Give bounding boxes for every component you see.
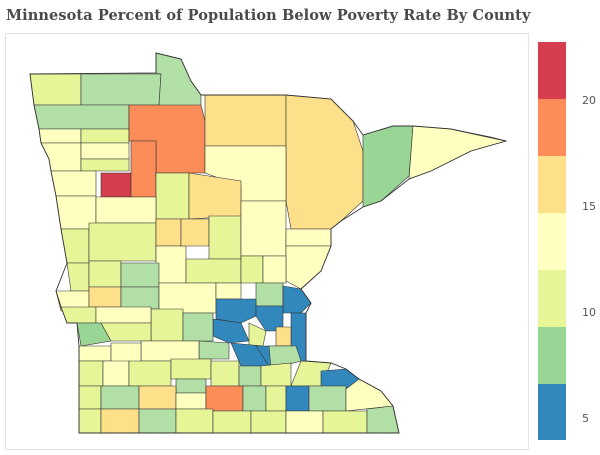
county-cass[interactable] [155, 172, 190, 220]
county-blue-earth[interactable] [205, 385, 244, 412]
county-crow-wing-north[interactable] [188, 172, 242, 220]
county-clearwater[interactable] [80, 158, 130, 172]
county-polk-east[interactable] [80, 142, 130, 160]
county-red-lake[interactable] [80, 128, 130, 144]
color-scale-legend [538, 42, 566, 441]
legend-step [538, 98, 566, 157]
legend-tick-label: 10 [582, 305, 596, 319]
map-title: Minnesota Percent of Population Below Po… [6, 7, 531, 24]
county-cook[interactable] [408, 125, 508, 180]
county-freeborn-west[interactable] [212, 410, 252, 434]
county-murray[interactable] [102, 360, 130, 387]
state-outline [29, 52, 507, 434]
county-sherburne[interactable] [215, 298, 257, 324]
county-rice[interactable] [238, 365, 262, 387]
county-lake[interactable] [362, 125, 414, 208]
county-wilkin[interactable] [60, 228, 90, 264]
county-douglas[interactable] [88, 260, 122, 288]
county-ramsey[interactable] [275, 326, 292, 347]
county-le-sueur[interactable] [210, 360, 240, 387]
county-pennington[interactable] [38, 128, 82, 144]
county-redwood[interactable] [128, 360, 172, 387]
county-mille-lacs[interactable] [185, 258, 242, 284]
county-pine-south[interactable] [262, 255, 287, 284]
county-stearns[interactable] [158, 282, 217, 314]
county-chisago[interactable] [282, 285, 312, 314]
county-waseca[interactable] [242, 385, 267, 412]
county-carlton[interactable] [240, 200, 287, 257]
legend-tick-label: 15 [582, 200, 596, 214]
county-hubbard[interactable] [130, 140, 157, 198]
county-dodge[interactable] [285, 385, 310, 412]
county-polk[interactable] [40, 142, 82, 172]
county-jackson[interactable] [138, 385, 177, 410]
county-winona[interactable] [345, 378, 394, 412]
county-stevens[interactable] [88, 286, 122, 308]
county-todd[interactable] [155, 245, 187, 284]
county-faribault[interactable] [175, 408, 214, 434]
legend-step [538, 269, 566, 327]
county-lyon[interactable] [110, 342, 142, 364]
county-roseau[interactable] [80, 73, 162, 106]
county-becker[interactable] [95, 196, 157, 224]
county-martin-west[interactable] [100, 408, 140, 434]
legend-step [538, 326, 566, 384]
county-nobles[interactable] [100, 385, 140, 410]
county-swift[interactable] [120, 286, 160, 310]
county-rock[interactable] [78, 385, 102, 410]
county-aitkin[interactable] [208, 215, 242, 260]
county-isanti[interactable] [255, 282, 284, 307]
county-kanabec[interactable] [240, 255, 264, 284]
county-benton[interactable] [215, 282, 242, 300]
county-wright[interactable] [212, 318, 250, 344]
legend-tick-label: 20 [582, 94, 596, 108]
county-crow-wing[interactable] [180, 218, 210, 247]
county-mcleod[interactable] [198, 340, 230, 360]
county-mower[interactable] [285, 410, 324, 434]
legend-color-bar [538, 42, 566, 441]
county-martin[interactable] [138, 408, 177, 434]
county-fillmore[interactable] [322, 410, 368, 434]
county-kittson[interactable] [29, 73, 82, 106]
county-grant[interactable] [66, 262, 90, 292]
county-pope[interactable] [120, 262, 160, 288]
county-chippewa[interactable] [95, 306, 152, 324]
county-kandiyohi[interactable] [150, 308, 184, 342]
county-marshall[interactable] [33, 104, 130, 130]
county-watonwan[interactable] [175, 392, 207, 410]
legend-step [538, 42, 566, 100]
county-mahnomen[interactable] [100, 172, 132, 198]
county-wadena[interactable] [155, 218, 182, 247]
county-st-louis[interactable] [285, 94, 364, 230]
county-pipestone[interactable] [78, 360, 104, 387]
map-panel [5, 33, 529, 450]
county-otter-tail[interactable] [88, 222, 157, 262]
legend-step [538, 212, 566, 270]
county-meeker[interactable] [182, 312, 214, 342]
legend-step [538, 155, 566, 214]
county-lincoln[interactable] [78, 345, 112, 362]
county-steele[interactable] [265, 385, 287, 412]
county-freeborn[interactable] [250, 410, 287, 434]
legend-step [538, 383, 566, 441]
county-goodhue-west[interactable] [260, 362, 292, 387]
county-olmsted[interactable] [308, 385, 347, 412]
county-nicollet[interactable] [175, 378, 207, 394]
county-norman[interactable] [50, 170, 97, 197]
county-sibley[interactable] [170, 358, 212, 380]
county-renville[interactable] [140, 340, 200, 362]
county-anoka[interactable] [255, 305, 284, 332]
legend-tick-label: 5 [582, 411, 589, 425]
minnesota-county-map[interactable] [6, 34, 528, 449]
county-cottonwood-south[interactable] [78, 408, 102, 434]
county-carlton-east[interactable] [285, 228, 332, 247]
county-koochiching[interactable] [204, 94, 287, 147]
